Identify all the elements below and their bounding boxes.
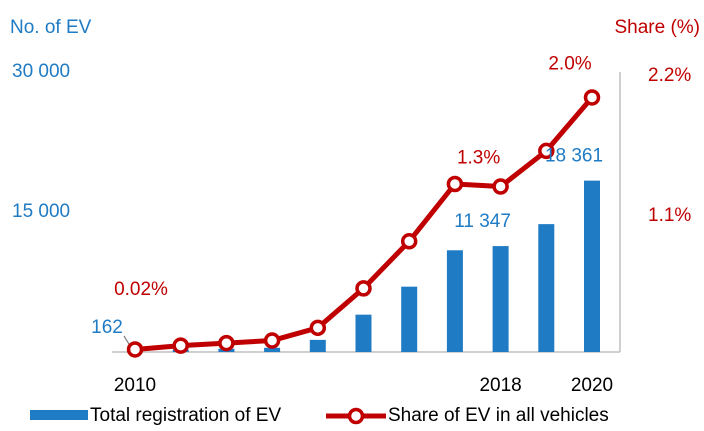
- x-tick-label: 2018: [479, 375, 521, 396]
- y-tick-label: 15 000: [12, 201, 70, 222]
- line-point: [446, 175, 464, 193]
- line-point: [400, 233, 418, 250]
- line-point: [218, 334, 235, 352]
- line-label: 1.3%: [457, 148, 500, 169]
- bar: [355, 314, 372, 352]
- line-label: 2.0%: [548, 53, 591, 74]
- legend-swatch: [30, 410, 88, 420]
- y2-tick-label: 2.2%: [648, 65, 691, 86]
- line-point: [583, 89, 601, 106]
- line-point: [538, 142, 555, 160]
- line: [134, 95, 594, 352]
- bar: [309, 339, 326, 352]
- bar-label: 18 361: [545, 146, 603, 167]
- bar: [538, 224, 555, 352]
- bar: [446, 250, 463, 352]
- line-point: [355, 280, 372, 297]
- bar: [492, 246, 509, 352]
- y2-tick-label: 1.1%: [648, 205, 691, 226]
- line-point: [172, 337, 189, 354]
- y2-axis-label: Share (%): [614, 17, 700, 38]
- legend-label: Share of EV in all vehicles: [388, 405, 609, 426]
- bar-label: 162: [91, 317, 123, 338]
- line-point: [492, 178, 509, 195]
- legend-label: Total registration of EV: [90, 405, 281, 426]
- bar: [401, 286, 418, 352]
- legend-swatch: [347, 407, 365, 425]
- bar-label: 11 347: [454, 211, 511, 232]
- y-axis-label: No. of EV: [10, 17, 92, 38]
- y-tick-label: 30 000: [12, 61, 70, 82]
- bar: [584, 180, 600, 352]
- line-point: [263, 332, 281, 349]
- bar: [264, 347, 281, 352]
- x-tick-label: 2010: [114, 375, 156, 396]
- line-label: 0.02%: [114, 279, 168, 300]
- x-tick-label: 2020: [571, 375, 613, 396]
- line-point: [126, 341, 144, 358]
- line-point: [309, 319, 327, 337]
